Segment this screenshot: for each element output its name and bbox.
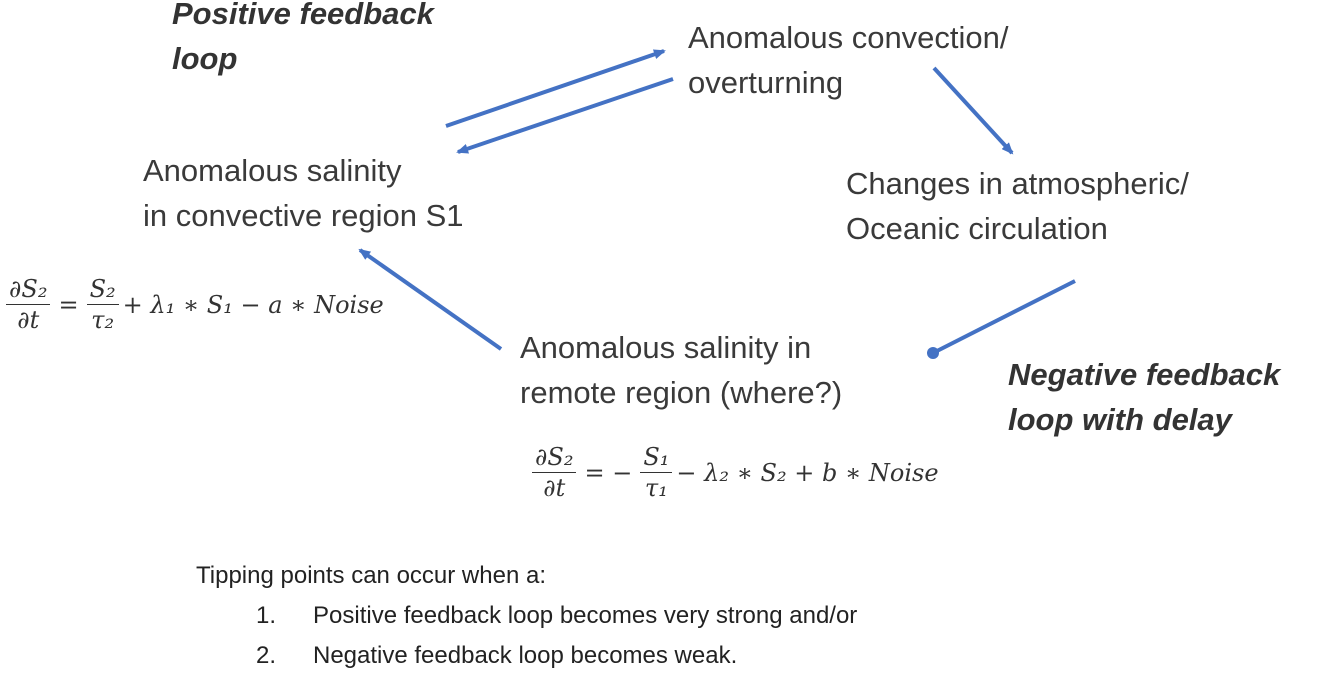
node-salinity-s1-line-1: Anomalous salinity xyxy=(143,153,402,188)
node-remote-line-1: Anomalous salinity in xyxy=(520,330,812,365)
eq-left-lhs: ∂S₂ ∂t xyxy=(6,274,51,335)
tipping-item-number: 2. xyxy=(256,642,277,669)
tipping-item: 2. Negative feedback loop becomes weak. xyxy=(196,636,857,676)
arrow-remote-to-s1 xyxy=(358,248,503,351)
positive-loop-line-2: loop xyxy=(172,41,238,76)
node-circulation-line-2: Oceanic circulation xyxy=(846,211,1108,246)
node-convection: Anomalous convection/ overturning xyxy=(688,15,1009,105)
eq-right-lhs: ∂S₂ ∂t xyxy=(532,442,577,503)
negative-loop-line-1: Negative feedback xyxy=(1008,357,1281,392)
eq-left-lhs-den: ∂t xyxy=(17,306,40,334)
tipping-item-text: Positive feedback loop becomes very stro… xyxy=(313,602,858,629)
eq-left-frac-num: S₂ xyxy=(86,274,119,305)
node-circulation: Changes in atmospheric/ Oceanic circulat… xyxy=(846,161,1189,251)
node-salinity-s1-line-2: in convective region S1 xyxy=(143,198,464,233)
arrow-circulation-to-remote xyxy=(934,279,1076,354)
eq-right-frac-num: S₁ xyxy=(640,442,673,473)
eq-left-lhs-num: ∂S₂ xyxy=(6,274,51,305)
tipping-intro: Tipping points can occur when a: xyxy=(196,562,546,589)
arrow-s1-to-convection xyxy=(445,49,666,128)
negative-loop-label: Negative feedback loop with delay xyxy=(1008,352,1280,442)
eq-left-equals: = xyxy=(58,290,79,319)
positive-loop-line-1: Positive feedback xyxy=(172,0,434,31)
eq-right-lhs-num: ∂S₂ xyxy=(532,442,577,473)
eq-right-frac: S₁ τ₁ xyxy=(640,442,673,503)
eq-left-frac-den: τ₂ xyxy=(91,306,115,334)
node-circulation-line-1: Changes in atmospheric/ xyxy=(846,166,1189,201)
node-remote: Anomalous salinity in remote region (whe… xyxy=(520,325,842,415)
tipping-text: Tipping points can occur when a: 1. Posi… xyxy=(196,556,857,676)
eq-left-frac: S₂ τ₂ xyxy=(86,274,119,335)
eq-right-rest: − λ₂ ∗ S₂ + b ∗ Noise xyxy=(676,458,939,487)
equation-right: ∂S₂ ∂t = − S₁ τ₁ − λ₂ ∗ S₂ + b ∗ Noise xyxy=(528,442,939,503)
node-remote-line-2: remote region (where?) xyxy=(520,375,843,410)
eq-left-rest: + λ₁ ∗ S₁ − a ∗ Noise xyxy=(122,290,384,319)
equation-left: ∂S₂ ∂t = S₂ τ₂ + λ₁ ∗ S₁ − a ∗ Noise xyxy=(2,274,384,335)
node-convection-line-1: Anomalous convection/ xyxy=(688,20,1009,55)
tipping-item-number: 1. xyxy=(256,602,277,629)
eq-right-equals: = − xyxy=(584,458,633,487)
arrow-convection-to-circulation xyxy=(932,66,1014,155)
tipping-item-text: Negative feedback loop becomes weak. xyxy=(313,642,738,669)
arrow-convection-to-s1 xyxy=(456,77,674,154)
eq-right-lhs-den: ∂t xyxy=(543,474,566,502)
negative-loop-line-2: loop with delay xyxy=(1008,402,1232,437)
node-convection-line-2: overturning xyxy=(688,65,844,100)
arrow-circulation-to-remote-dot xyxy=(927,347,939,359)
node-salinity-s1: Anomalous salinity in convective region … xyxy=(143,148,464,238)
tipping-item: 1. Positive feedback loop becomes very s… xyxy=(196,596,857,636)
positive-loop-label: Positive feedback loop xyxy=(172,0,434,81)
eq-right-frac-den: τ₁ xyxy=(644,474,668,502)
